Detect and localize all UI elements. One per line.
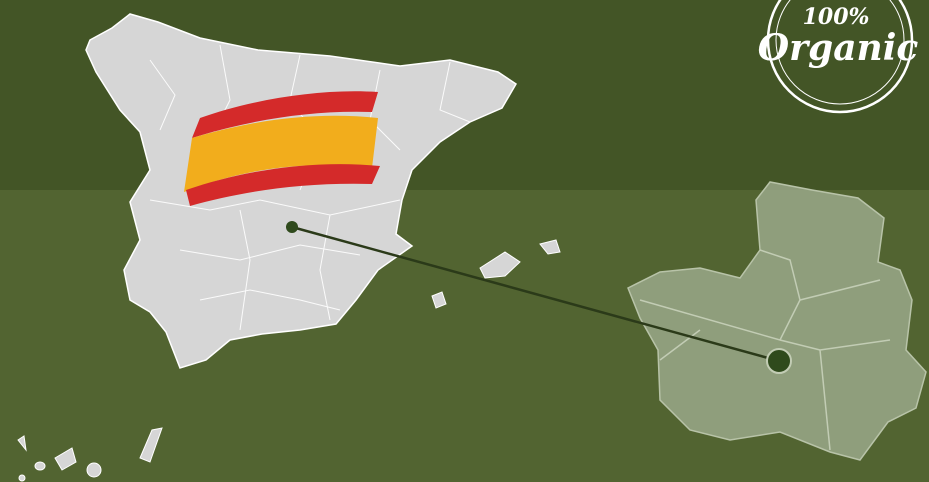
map-scene: 100% Organic bbox=[0, 0, 929, 482]
location-dot bbox=[286, 221, 298, 233]
badge-bottom-text: Organic bbox=[758, 27, 919, 69]
location-dot-large bbox=[767, 349, 791, 373]
